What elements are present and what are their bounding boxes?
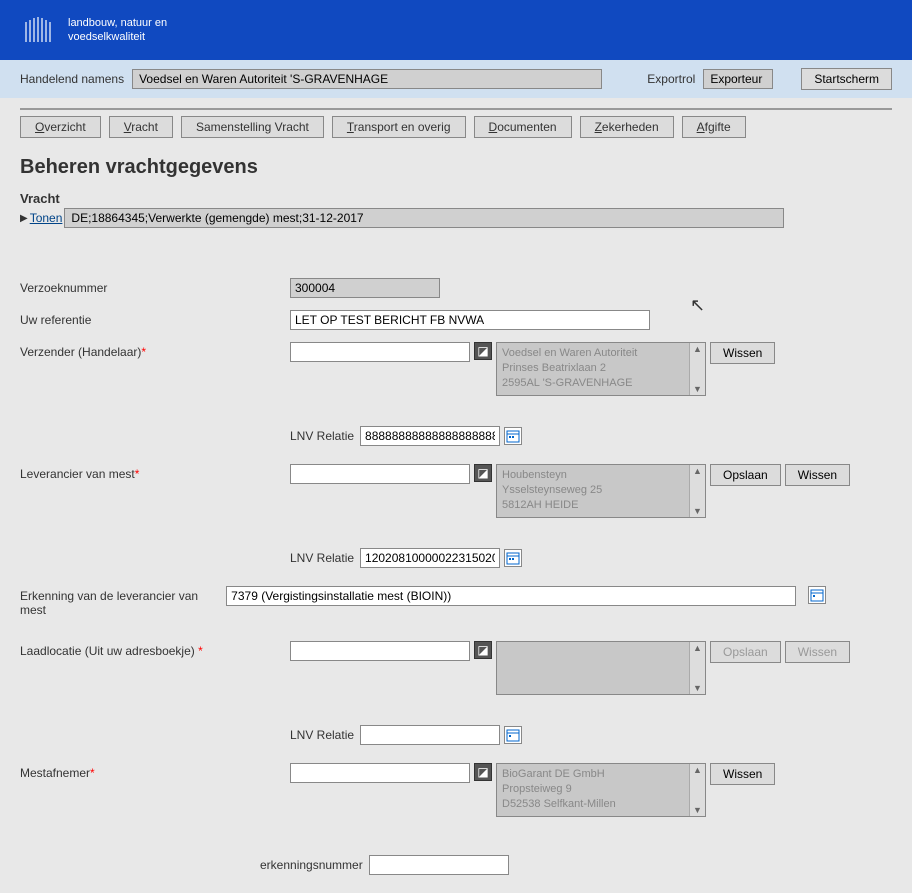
calendar-icon[interactable] [504,726,522,744]
lnv-relatie3-input[interactable] [360,725,500,745]
logo [20,12,56,48]
tab-overzicht[interactable]: Overzicht [20,116,101,138]
opslaan-button[interactable]: Opslaan [710,464,781,486]
mestafnemer-address: BioGarant DE GmbH Propsteiweg 9 D52538 S… [496,763,706,817]
leverancier-address: Houbensteyn Ysselsteynseweg 25 5812AH HE… [496,464,706,518]
addressbook-icon[interactable]: ◪ [474,763,492,781]
scrollbar[interactable]: ▲▼ [689,343,705,395]
page-title: Beheren vrachtgegevens [20,156,892,179]
lnv-relatie1-input[interactable] [360,426,500,446]
calendar-icon[interactable] [504,427,522,445]
tab-bar: Overzicht Vracht Samenstelling Vracht Tr… [20,108,892,138]
leverancier-input[interactable] [290,464,470,484]
addressbook-icon[interactable]: ◪ [474,641,492,659]
verzoeknummer-label: Verzoeknummer [20,278,290,295]
cursor-icon: ↖ [690,295,705,316]
tonen-link[interactable]: Tonen [30,211,63,225]
calendar-icon[interactable] [808,586,826,604]
lnv-relatie2-label: LNV Relatie [290,551,360,565]
tab-zekerheden[interactable]: Zekerheden [580,116,674,138]
scrollbar[interactable]: ▲▼ [689,642,705,694]
uwreferentie-input[interactable] [290,310,650,330]
tab-samenstelling[interactable]: Samenstelling Vracht [181,116,324,138]
erkenning-label: Erkenning van de leverancier van mest [20,586,226,617]
mestafnemer-input[interactable] [290,763,470,783]
wissen-button[interactable]: Wissen [710,763,775,785]
lnv-relatie3-label: LNV Relatie [290,728,360,742]
erkenningsnummer-label: erkenningsnummer [260,858,369,872]
leverancier-label: Leverancier van mest* [20,464,290,481]
tonen-row: ▶ Tonen [20,208,892,228]
tonen-field [64,208,784,228]
lnv-relatie1-label: LNV Relatie [290,429,360,443]
verzender-address: Voedsel en Waren Autoriteit Prinses Beat… [496,342,706,396]
subheader: Handelend namens Exportrol Startscherm [0,60,912,98]
tab-vracht[interactable]: Vracht [109,116,173,138]
lnv-relatie2-input[interactable] [360,548,500,568]
laadlocatie-address: ▲▼ [496,641,706,695]
mestafnemer-label: Mestafnemer* [20,763,290,780]
tab-documenten[interactable]: Documenten [474,116,572,138]
header-bar: landbouw, natuur en voedselkwaliteit [0,0,912,60]
wissen-button[interactable]: Wissen [710,342,775,364]
scrollbar[interactable]: ▲▼ [689,465,705,517]
header-org-text: landbouw, natuur en voedselkwaliteit [68,16,167,45]
tab-transport[interactable]: Transport en overig [332,116,466,138]
verzender-input[interactable] [290,342,470,362]
addressbook-icon[interactable]: ◪ [474,464,492,482]
verzoeknummer-field [290,278,440,298]
opslaan-button-disabled: Opslaan [710,641,781,663]
scrollbar[interactable]: ▲▼ [689,764,705,816]
arrow-icon: ▶ [20,213,28,224]
header-line1: landbouw, natuur en [68,16,167,30]
startscherm-button[interactable]: Startscherm [801,68,892,90]
header-line2: voedselkwaliteit [68,30,167,44]
section-title: Vracht [20,191,892,206]
uwreferentie-label: Uw referentie [20,310,290,327]
calendar-icon[interactable] [504,549,522,567]
wissen-button[interactable]: Wissen [785,464,850,486]
erkenningsnummer-input[interactable] [369,855,509,875]
exportrol-label: Exportrol [647,72,695,86]
laadlocatie-label: Laadlocatie (Uit uw adresboekje) * [20,641,290,658]
handelend-label: Handelend namens [20,72,124,86]
laadlocatie-input[interactable] [290,641,470,661]
erkenning-input[interactable] [226,586,796,606]
wissen-button-disabled: Wissen [785,641,850,663]
tab-afgifte[interactable]: Afgifte [682,116,746,138]
exportrol-field [703,69,773,89]
addressbook-icon[interactable]: ◪ [474,342,492,360]
handelend-field [132,69,602,89]
verzender-label: Verzender (Handelaar)* [20,342,290,359]
